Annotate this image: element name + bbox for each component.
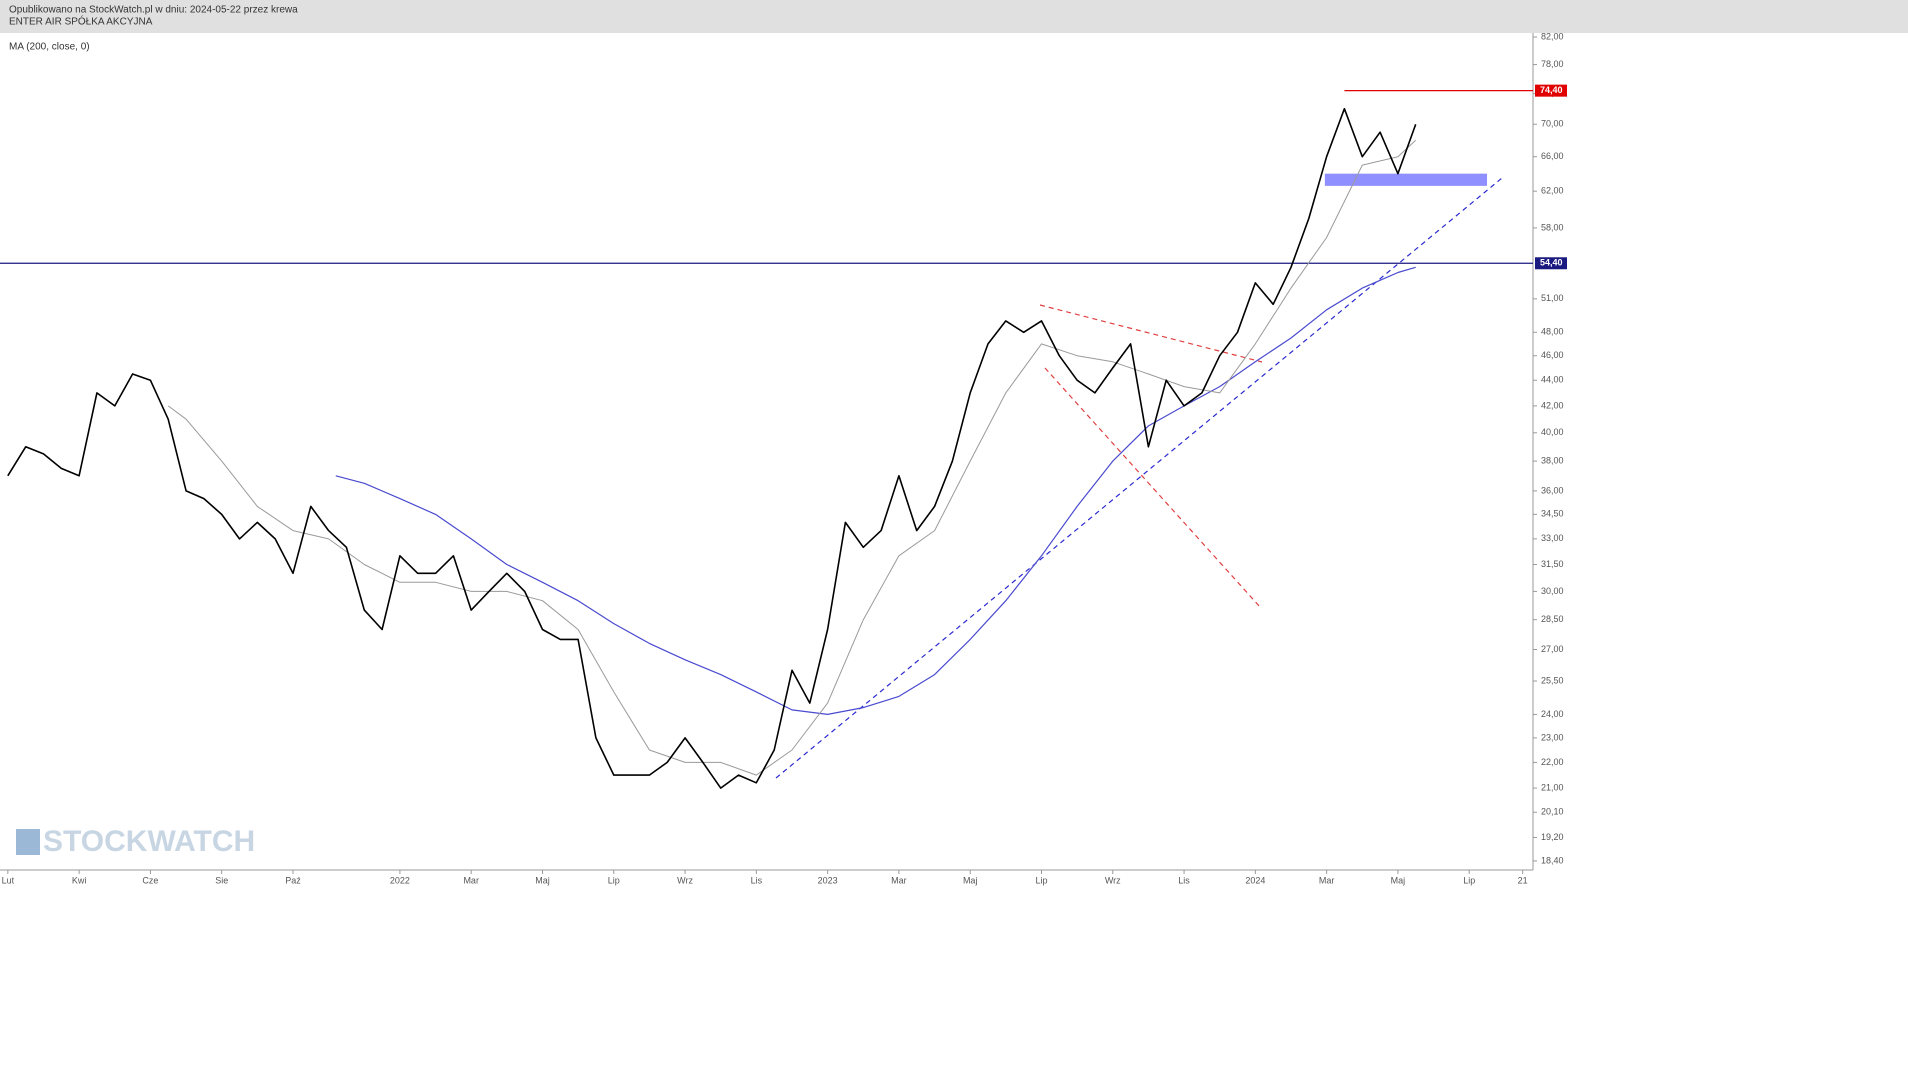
y-tick-label: 40,00 [1541, 427, 1564, 437]
y-tick-label: 28,50 [1541, 614, 1564, 624]
y-tick-label: 48,00 [1541, 327, 1564, 337]
x-tick-label: Mar [891, 875, 907, 885]
x-tick-label: Cze [142, 875, 158, 885]
y-tick-label: 21,00 [1541, 782, 1564, 792]
support-zone [1324, 173, 1488, 186]
series-line [167, 139, 1417, 776]
x-tick-label: 2023 [818, 875, 838, 885]
y-tick-label: 38,00 [1541, 455, 1564, 465]
y-tick-label: 33,00 [1541, 533, 1564, 543]
y-tick-label: 25,50 [1541, 675, 1564, 685]
y-tick-label: 34,50 [1541, 509, 1564, 519]
series-line [335, 266, 1416, 715]
x-tick-label: 2022 [390, 875, 410, 885]
level-label: 54,40 [1540, 258, 1563, 268]
x-tick-label: Kwi [72, 875, 87, 885]
x-tick-label: 21 [1518, 875, 1528, 885]
y-tick-label: 58,00 [1541, 222, 1564, 232]
y-tick-label: 27,00 [1541, 644, 1564, 654]
y-tick-label: 31,50 [1541, 559, 1564, 569]
x-tick-label: Wrz [677, 875, 693, 885]
level-badge [1535, 257, 1567, 270]
header: Opublikowano na StockWatch.pl w dniu: 20… [9, 5, 298, 16]
y-tick-label: 24,00 [1541, 709, 1564, 719]
chart-title: ENTER AIR SPÓŁKA AKCYJNA [9, 15, 153, 28]
y-tick-label: 18,40 [1541, 855, 1564, 865]
y-tick-label: 51,00 [1541, 293, 1564, 303]
y-tick-label: 30,00 [1541, 586, 1564, 596]
trend-line [1039, 304, 1263, 363]
y-tick-label: 22,00 [1541, 757, 1564, 767]
x-tick-label: Maj [1391, 875, 1406, 885]
level-label: 74,40 [1540, 85, 1563, 95]
y-tick-label: 70,00 [1541, 119, 1564, 129]
header-band [0, 0, 1908, 33]
y-tick-label: 46,00 [1541, 350, 1564, 360]
series-line [7, 107, 1417, 789]
x-tick-label: Lut [2, 875, 15, 885]
y-tick-label: 20,10 [1541, 807, 1564, 817]
x-tick-label: Lip [608, 875, 620, 885]
y-tick-label: 23,00 [1541, 732, 1564, 742]
x-tick-label: Mar [1319, 875, 1335, 885]
level-badge [1535, 84, 1567, 97]
trend-lines [775, 177, 1503, 779]
x-tick-label: Lis [751, 875, 763, 885]
y-tick-label: 44,00 [1541, 375, 1564, 385]
watermark-text: STOCKWATCH [43, 825, 255, 858]
x-tick-label: Wrz [1105, 875, 1121, 885]
x-tick-label: 2024 [1245, 875, 1265, 885]
trend-line [1044, 367, 1261, 608]
x-tick-label: Maj [535, 875, 550, 885]
x-tick-label: Paź [285, 875, 301, 885]
x-tick-label: Lip [1463, 875, 1475, 885]
x-tick-label: Lis [1178, 875, 1190, 885]
y-tick-label: 42,00 [1541, 400, 1564, 410]
watermark: STOCKWATCH [16, 825, 255, 858]
y-tick-label: 36,00 [1541, 485, 1564, 495]
x-tick-label: Mar [463, 875, 479, 885]
indicator-label: MA (200, close, 0) [9, 42, 90, 53]
y-tick-label: 66,00 [1541, 151, 1564, 161]
x-tick-label: Maj [963, 875, 978, 885]
y-tick-label: 62,00 [1541, 186, 1564, 196]
watermark-icon [16, 829, 40, 855]
x-tick-label: Sie [215, 875, 228, 885]
x-tick-label: Lip [1035, 875, 1047, 885]
y-tick-label: 78,00 [1541, 59, 1564, 69]
trend-line [775, 177, 1503, 779]
y-tick-label: 82,00 [1541, 31, 1564, 41]
y-tick-label: 19,20 [1541, 832, 1564, 842]
